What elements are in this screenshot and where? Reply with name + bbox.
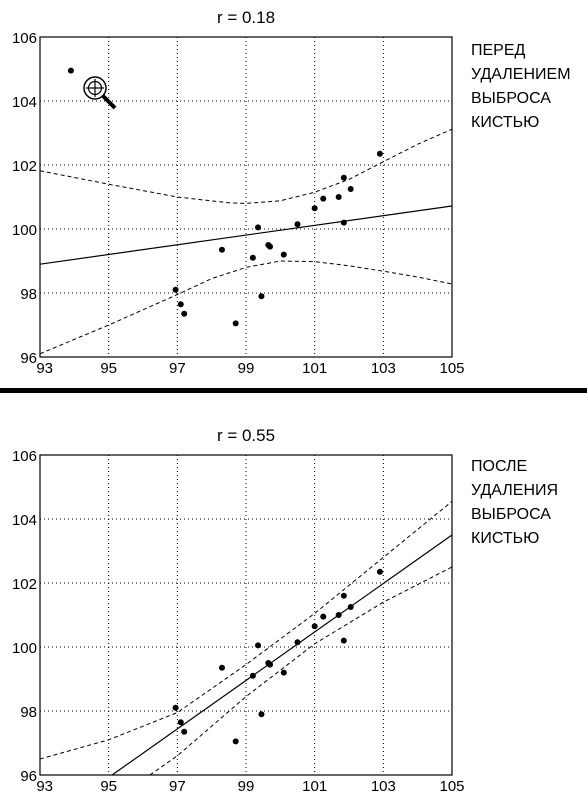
y-tick-label: 98 bbox=[20, 704, 37, 721]
y-tick-label: 98 bbox=[20, 286, 37, 303]
y-tick-label: 96 bbox=[20, 768, 37, 785]
annotation-line: ВЫБРОСА bbox=[471, 90, 551, 107]
y-tick-label: 100 bbox=[12, 222, 37, 239]
data-point[interactable] bbox=[335, 612, 342, 618]
chart-panel-2: 93 95 97 99 101 103 105 96 98 100 102 104 106 r = 0.5… bbox=[12, 426, 558, 795]
magnifier-handle bbox=[101, 94, 117, 110]
data-point[interactable] bbox=[347, 186, 354, 192]
data-point[interactable] bbox=[347, 604, 354, 610]
data-point[interactable] bbox=[181, 310, 188, 317]
data-point[interactable] bbox=[320, 195, 327, 202]
y-tick-label: 104 bbox=[12, 512, 37, 529]
annotation-line: КИСТЬЮ bbox=[471, 114, 539, 131]
x-tick-label: 105 bbox=[439, 360, 464, 377]
regression-line bbox=[111, 534, 452, 775]
data-point[interactable] bbox=[255, 224, 262, 231]
annotation-line: КИСТЬЮ bbox=[471, 530, 539, 547]
data-point[interactable] bbox=[258, 293, 265, 300]
data-point[interactable] bbox=[232, 320, 239, 327]
chart-title: r = 0.18 bbox=[217, 8, 275, 27]
confidence-band-lower bbox=[40, 260, 452, 355]
data-point[interactable] bbox=[218, 664, 225, 671]
x-tick-label: 99 bbox=[238, 778, 255, 795]
x-tick-label: 105 bbox=[439, 778, 464, 795]
plot-frame bbox=[39, 454, 453, 776]
data-point[interactable] bbox=[267, 243, 274, 250]
y-tick-label: 96 bbox=[20, 350, 37, 367]
x-tick-label: 99 bbox=[238, 360, 255, 377]
x-tick-label: 97 bbox=[169, 360, 186, 377]
y-tick-label: 100 bbox=[12, 640, 37, 657]
x-tick-label: 93 bbox=[36, 778, 53, 795]
data-point[interactable] bbox=[249, 672, 256, 679]
annotation-line: ПОСЛЕ bbox=[471, 458, 527, 475]
panel-separator bbox=[0, 388, 587, 393]
data-point[interactable] bbox=[280, 669, 287, 676]
data-point[interactable] bbox=[232, 738, 239, 745]
data-point[interactable] bbox=[335, 194, 342, 200]
y-tick-label: 106 bbox=[12, 30, 37, 47]
chart-panel-1: 93 95 97 99 101 103 105 96 98 100 102 104 106 r = 0.1… bbox=[12, 8, 571, 377]
annotation-line: ПЕРЕД bbox=[471, 42, 526, 59]
confidence-band-upper bbox=[40, 128, 452, 204]
data-point[interactable] bbox=[376, 150, 383, 157]
data-point[interactable] bbox=[376, 568, 383, 575]
data-point[interactable] bbox=[172, 704, 179, 711]
y-tick-label: 102 bbox=[12, 576, 37, 593]
regression-line bbox=[40, 205, 452, 265]
data-point[interactable] bbox=[172, 286, 179, 293]
data-point[interactable] bbox=[311, 205, 318, 212]
x-tick-label: 103 bbox=[371, 360, 396, 377]
y-tick-label: 102 bbox=[12, 158, 37, 175]
data-point[interactable] bbox=[311, 623, 318, 630]
data-point[interactable] bbox=[258, 711, 265, 718]
data-point[interactable] bbox=[294, 221, 301, 228]
data-point[interactable] bbox=[177, 719, 184, 726]
confidence-band-upper bbox=[40, 501, 452, 760]
data-point[interactable] bbox=[67, 67, 74, 74]
x-tick-label: 93 bbox=[36, 360, 53, 377]
data-point[interactable] bbox=[267, 661, 274, 668]
data-point[interactable] bbox=[340, 637, 347, 644]
data-point[interactable] bbox=[294, 639, 301, 646]
data-point[interactable] bbox=[181, 728, 188, 735]
data-point[interactable] bbox=[255, 642, 262, 649]
data-point[interactable] bbox=[340, 592, 347, 599]
x-tick-label: 101 bbox=[302, 360, 327, 377]
annotation-line: УДАЛЕНИЯ bbox=[471, 482, 558, 499]
x-tick-label: 95 bbox=[100, 360, 117, 377]
x-tick-label: 95 bbox=[100, 778, 117, 795]
plot-frame bbox=[39, 36, 453, 358]
data-point[interactable] bbox=[320, 613, 327, 620]
data-point[interactable] bbox=[249, 254, 256, 261]
x-tick-label: 97 bbox=[169, 778, 186, 795]
x-tick-label: 101 bbox=[302, 778, 327, 795]
data-point[interactable] bbox=[340, 219, 347, 226]
y-tick-label: 106 bbox=[12, 448, 37, 465]
y-tick-label: 104 bbox=[12, 94, 37, 111]
annotation-line: УДАЛЕНИЕМ bbox=[471, 66, 571, 83]
data-point[interactable] bbox=[177, 301, 184, 308]
magnifier-crosshair-icon[interactable] bbox=[83, 76, 117, 110]
confidence-band-lower bbox=[149, 566, 452, 775]
annotation-line: ВЫБРОСА bbox=[471, 506, 551, 523]
x-tick-label: 103 bbox=[371, 778, 396, 795]
data-point[interactable] bbox=[340, 174, 347, 181]
data-point[interactable] bbox=[280, 251, 287, 258]
data-point[interactable] bbox=[218, 246, 225, 253]
chart-title: r = 0.55 bbox=[217, 426, 275, 445]
